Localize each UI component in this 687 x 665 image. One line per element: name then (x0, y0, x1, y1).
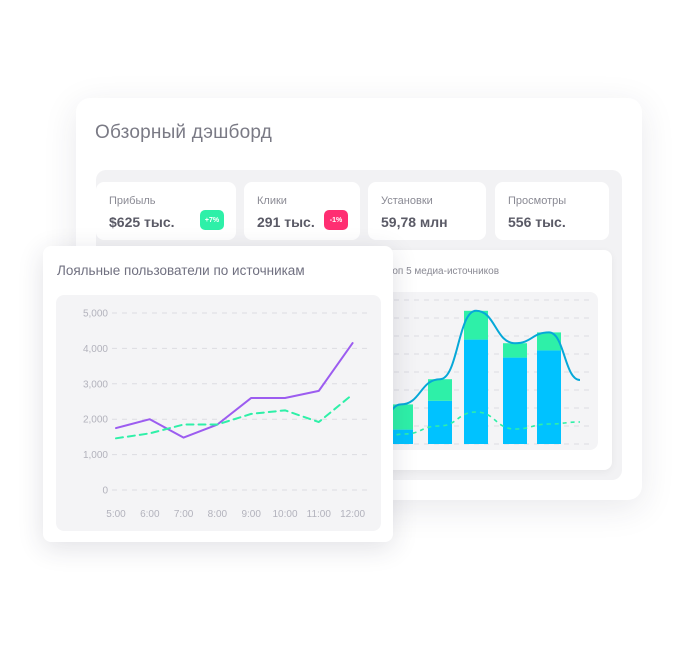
kpi-change-badge: -1% (324, 210, 348, 230)
kpi-label: Клики (257, 195, 287, 207)
dashboard-title: Обзорный дэшборд (95, 122, 273, 143)
bar-chart-svg (376, 299, 590, 445)
x-tick-label: 11:00 (307, 509, 332, 520)
x-tick-label: 8:00 (208, 509, 228, 520)
bar-segment-secondary (428, 379, 452, 401)
line-chart-svg: 0 1,000 2,000 3,000 4,000 5,000 5:00 6:00 7:00 8:… (83, 309, 368, 520)
kpi-change-badge: +7% (200, 210, 224, 230)
bar-segment-primary (537, 350, 561, 444)
kpi-value: 556 тыс. (508, 214, 566, 230)
kpi-value: 291 тыс. (257, 214, 315, 230)
series-line-solid (115, 342, 354, 439)
secondary-trend-line (376, 411, 581, 443)
top-media-sources-card: Топ 5 медиа-источников (376, 250, 612, 470)
y-tick-label: 0 (102, 486, 108, 497)
media-chart-title: Топ 5 медиа-источников (387, 266, 500, 277)
kpi-label: Прибыль (109, 195, 156, 207)
bar-segment-secondary (503, 343, 527, 358)
y-tick-label: 4,000 (83, 344, 108, 355)
bar-segment-secondary (464, 310, 488, 340)
x-tick-label: 7:00 (174, 509, 194, 520)
series-line-dashed (115, 393, 354, 440)
kpi-card-clicks[interactable]: Клики 291 тыс. -1% (244, 182, 360, 240)
loyal-users-title: Лояльные пользователи по источникам (57, 263, 305, 278)
bar-segment-primary (503, 357, 527, 444)
x-tick-label: 12:00 (340, 509, 365, 520)
kpi-label: Просмотры (508, 195, 567, 207)
y-tick-label: 1,000 (83, 450, 108, 461)
kpi-card-profit[interactable]: Прибыль $625 тыс. +7% (96, 182, 236, 240)
kpi-label: Установки (381, 195, 433, 207)
x-tick-label: 9:00 (241, 509, 261, 520)
bar-segment-primary (464, 339, 488, 444)
kpi-value: $625 тыс. (109, 214, 175, 230)
x-tick-label: 10:00 (272, 509, 297, 520)
y-tick-label: 2,000 (83, 415, 108, 426)
x-tick-label: 5:00 (106, 509, 126, 520)
y-tick-label: 3,000 (83, 379, 108, 390)
kpi-value: 59,78 млн (381, 214, 448, 230)
loyal-users-plot: 0 1,000 2,000 3,000 4,000 5,000 5:00 6:00 7:00 8:… (56, 295, 381, 531)
kpi-card-installs[interactable]: Установки 59,78 млн (368, 182, 486, 240)
bar-segment-primary (428, 400, 452, 444)
y-tick-label: 5,000 (83, 309, 108, 320)
trend-line (376, 309, 581, 433)
bar-segment-secondary (537, 332, 561, 351)
x-tick-label: 6:00 (140, 509, 160, 520)
media-chart-plot (376, 292, 598, 450)
loyal-users-card: Лояльные пользователи по источникам 0 1,0… (43, 246, 393, 542)
kpi-card-views[interactable]: Просмотры 556 тыс. (495, 182, 609, 240)
